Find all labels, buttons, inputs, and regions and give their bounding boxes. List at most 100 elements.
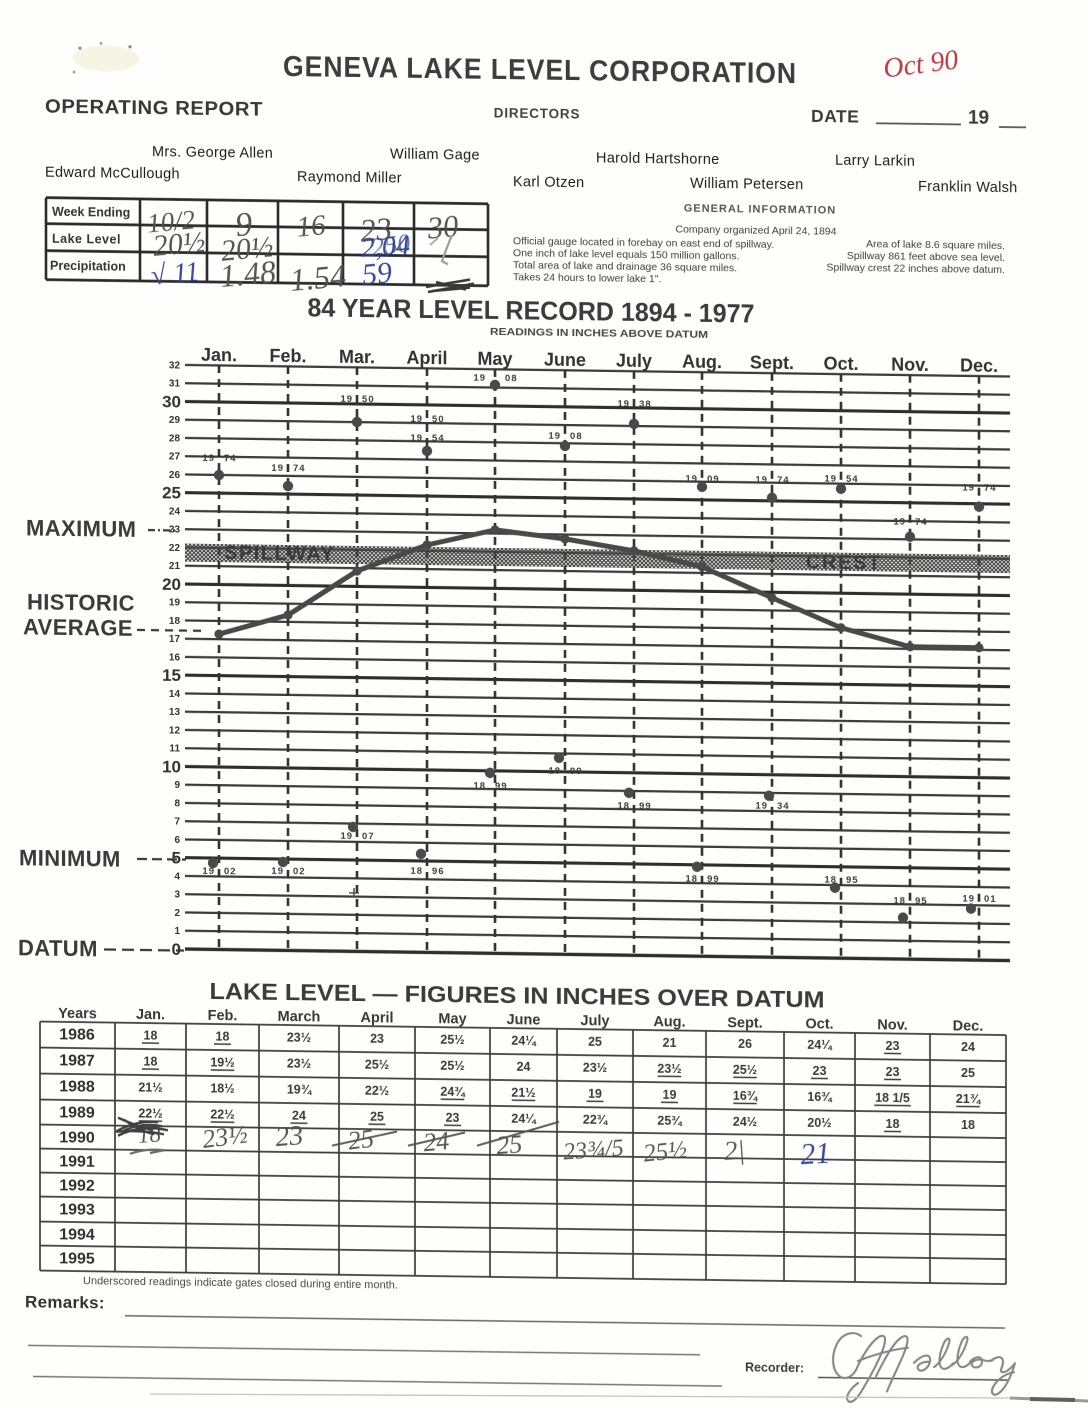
- svg-text:Dec.: Dec.: [953, 1018, 984, 1034]
- svg-text:32: 32: [169, 360, 181, 371]
- svg-text:Area of lake 8.6 square miles.: Area of lake 8.6 square miles.: [866, 238, 1005, 252]
- svg-text:19: 19: [410, 433, 423, 444]
- svg-text:20½: 20½: [151, 225, 207, 263]
- svg-text:Aug.: Aug.: [682, 352, 722, 373]
- svg-text:DATUM: DATUM: [18, 935, 98, 961]
- svg-text:23: 23: [886, 1039, 900, 1053]
- svg-text:22½: 22½: [210, 1107, 234, 1121]
- svg-text:25½: 25½: [440, 1033, 464, 1047]
- svg-text:3: 3: [174, 890, 180, 901]
- svg-text:19: 19: [962, 482, 975, 493]
- svg-text:18 1/5: 18 1/5: [875, 1091, 910, 1105]
- svg-text:99: 99: [570, 766, 583, 777]
- svg-text:Oct.: Oct.: [805, 1016, 833, 1032]
- svg-text:30: 30: [162, 392, 181, 411]
- svg-text:25¾: 25¾: [657, 1114, 683, 1128]
- svg-text:1990: 1990: [59, 1129, 95, 1146]
- svg-text:18: 18: [824, 875, 837, 886]
- svg-text:Jan.: Jan.: [201, 345, 237, 366]
- svg-text:DATE: DATE: [811, 106, 859, 127]
- svg-text:4: 4: [174, 871, 180, 882]
- svg-text:20: 20: [162, 575, 181, 594]
- svg-text:25½: 25½: [365, 1058, 389, 1072]
- svg-text:Harold Hartshorne: Harold Hartshorne: [596, 150, 720, 168]
- svg-text:William Petersen: William Petersen: [690, 176, 804, 194]
- svg-text:1992: 1992: [59, 1177, 95, 1194]
- svg-text:Precipitation: Precipitation: [50, 259, 126, 274]
- svg-text:10: 10: [162, 757, 181, 776]
- svg-text:02: 02: [293, 866, 306, 877]
- svg-text:Total area of lake and drainag: Total area of lake and drainage 36 squar…: [513, 259, 737, 274]
- svg-text:1988: 1988: [59, 1078, 95, 1095]
- svg-text:74: 74: [984, 483, 997, 494]
- svg-text:1994: 1994: [59, 1226, 95, 1243]
- svg-text:54: 54: [846, 474, 859, 485]
- svg-text:08: 08: [505, 373, 518, 384]
- svg-text:Franklin Walsh: Franklin Walsh: [918, 179, 1018, 196]
- svg-text:7: 7: [174, 817, 180, 828]
- svg-text:24¼: 24¼: [511, 1112, 537, 1126]
- svg-text:Years: Years: [58, 1006, 97, 1023]
- svg-text:Official gauge located in fore: Official gauge located in forebay on eas…: [513, 235, 774, 251]
- svg-text:22½: 22½: [365, 1084, 389, 1098]
- svg-text:23½: 23½: [657, 1062, 681, 1076]
- svg-text:19: 19: [271, 463, 284, 474]
- svg-text:19: 19: [202, 866, 215, 877]
- svg-text:74: 74: [293, 463, 306, 474]
- svg-text:MAXIMUM: MAXIMUM: [26, 515, 136, 542]
- svg-text:23: 23: [370, 1032, 384, 1046]
- svg-text:Edward McCullough: Edward McCullough: [45, 165, 180, 183]
- svg-text:19: 19: [663, 1088, 677, 1102]
- svg-text:1986: 1986: [59, 1026, 95, 1043]
- svg-text:Lake Level: Lake Level: [52, 232, 121, 247]
- svg-text:25: 25: [961, 1066, 975, 1080]
- svg-text:23½: 23½: [200, 1119, 249, 1153]
- svg-text:Mar.: Mar.: [339, 347, 375, 368]
- svg-text:1: 1: [174, 926, 180, 937]
- svg-text:1989: 1989: [59, 1104, 95, 1121]
- svg-text:5: 5: [172, 849, 181, 868]
- svg-text:July: July: [580, 1013, 609, 1029]
- svg-text:30: 30: [425, 208, 461, 246]
- svg-text:74: 74: [224, 453, 237, 464]
- svg-text:June: June: [544, 350, 586, 371]
- svg-text:CREST: CREST: [806, 551, 882, 574]
- svg-text:18: 18: [216, 1030, 230, 1044]
- svg-text:2: 2: [174, 908, 180, 919]
- svg-text:24¼: 24¼: [807, 1038, 833, 1052]
- svg-text:Dec.: Dec.: [960, 355, 998, 376]
- svg-text:Oct 90: Oct 90: [881, 44, 960, 84]
- svg-text:59: 59: [360, 256, 393, 292]
- svg-text:23: 23: [446, 1111, 460, 1125]
- svg-text:1995: 1995: [59, 1250, 95, 1267]
- svg-text:√ 11: √ 11: [149, 256, 200, 291]
- svg-text:18: 18: [144, 1029, 158, 1043]
- svg-text:OPERATING REPORT: OPERATING REPORT: [45, 97, 263, 121]
- svg-text:11: 11: [169, 743, 180, 754]
- svg-text:GENERAL INFORMATION: GENERAL INFORMATION: [684, 203, 836, 217]
- svg-text:25: 25: [370, 1110, 384, 1124]
- svg-text:MINIMUM: MINIMUM: [19, 845, 121, 871]
- svg-text:April: April: [406, 348, 447, 369]
- svg-text:HISTORIC: HISTORIC: [27, 589, 135, 616]
- svg-text:23¾/5: 23¾/5: [562, 1135, 625, 1165]
- svg-text:18: 18: [617, 801, 630, 812]
- svg-text:Raymond Miller: Raymond Miller: [297, 169, 402, 186]
- svg-text:21: 21: [169, 561, 181, 572]
- svg-text:21½: 21½: [138, 1080, 162, 1094]
- svg-text:74: 74: [777, 475, 790, 486]
- svg-text:19: 19: [755, 801, 768, 812]
- svg-text:Oct.: Oct.: [823, 354, 858, 374]
- svg-text:38: 38: [639, 399, 652, 410]
- svg-text:8: 8: [174, 798, 180, 809]
- svg-text:31: 31: [169, 378, 181, 389]
- svg-text:2,04: 2,04: [360, 230, 411, 264]
- svg-text:19: 19: [588, 1087, 602, 1101]
- svg-text:18½: 18½: [210, 1081, 234, 1095]
- svg-text:23: 23: [274, 1120, 305, 1153]
- svg-text:12: 12: [169, 725, 181, 736]
- svg-text:25½: 25½: [733, 1063, 757, 1077]
- svg-text:18: 18: [144, 1055, 158, 1069]
- svg-text:16¾: 16¾: [733, 1089, 759, 1103]
- svg-text:25½: 25½: [440, 1059, 464, 1073]
